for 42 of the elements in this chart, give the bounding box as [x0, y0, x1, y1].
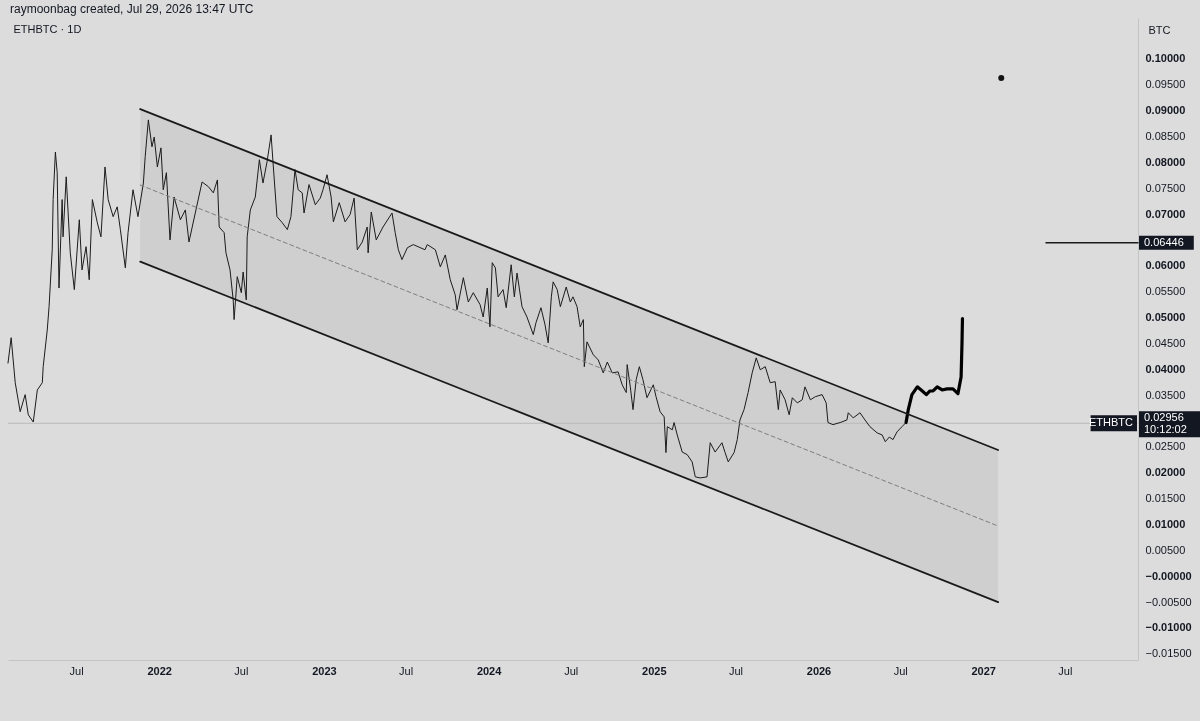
y-tick-label: 0.09500 — [1145, 78, 1186, 91]
annotation: 10:12:02 — [1144, 423, 1187, 436]
y-tick-label: 0.10000 — [1145, 52, 1186, 65]
annotation: 0.06446 — [1144, 235, 1184, 248]
chart-title: ETHBTC · 1D — [13, 23, 82, 35]
x-tick-label: Jul — [728, 664, 743, 677]
ref-line-label: ETHBTC — [1089, 416, 1134, 429]
x-tick-label: 2027 — [971, 664, 996, 677]
x-tick-label: Jul — [69, 664, 84, 677]
y-tick-label: 0.06000 — [1145, 259, 1186, 272]
y-tick-label: 0.03500 — [1145, 388, 1186, 401]
annotation: 0.02956 — [1144, 411, 1184, 424]
y-tick-label: 0.09000 — [1145, 104, 1186, 117]
y-tick-label: 0.01500 — [1145, 492, 1186, 505]
y-tick-label: 0.04000 — [1145, 362, 1186, 375]
x-tick-label: Jul — [399, 664, 414, 677]
x-tick-label: Jul — [234, 664, 249, 677]
y-tick-label: 0.07500 — [1145, 181, 1186, 194]
x-tick-label: 2023 — [312, 664, 337, 677]
x-tick-label: Jul — [893, 664, 908, 677]
y-tick-label: −0.01500 — [1145, 647, 1192, 660]
y-tick-label: 0.08500 — [1145, 129, 1186, 142]
y-tick-label: 0.01000 — [1145, 517, 1186, 530]
x-tick-label: Jul — [1058, 664, 1073, 677]
x-tick-label: 2024 — [476, 664, 503, 677]
y-tick-label: 0.07000 — [1145, 207, 1186, 220]
y-tick-label: −0.01000 — [1145, 621, 1192, 634]
y-tick-label: 0.00500 — [1145, 543, 1186, 556]
y-tick-label: 0.05500 — [1145, 285, 1186, 298]
x-tick-label: 2022 — [147, 664, 172, 677]
x-tick-label: 2025 — [642, 664, 667, 677]
y-tick-label: 0.08000 — [1145, 155, 1186, 168]
y-tick-label: 0.04500 — [1145, 336, 1186, 349]
text: raymoonbag created, Jul 29, 2026 13:47 UTC — [10, 2, 254, 16]
y-axis-title: BTC — [1148, 23, 1171, 36]
x-tick-label: Jul — [564, 664, 579, 677]
y-tick-label: −0.00000 — [1145, 569, 1192, 582]
y-tick-label: 0.02500 — [1145, 440, 1186, 453]
y-tick-label: 0.02000 — [1145, 466, 1186, 479]
y-tick-label: −0.00500 — [1145, 595, 1192, 608]
x-tick-label: 2026 — [806, 664, 832, 677]
y-tick-label: 0.05000 — [1145, 311, 1186, 324]
